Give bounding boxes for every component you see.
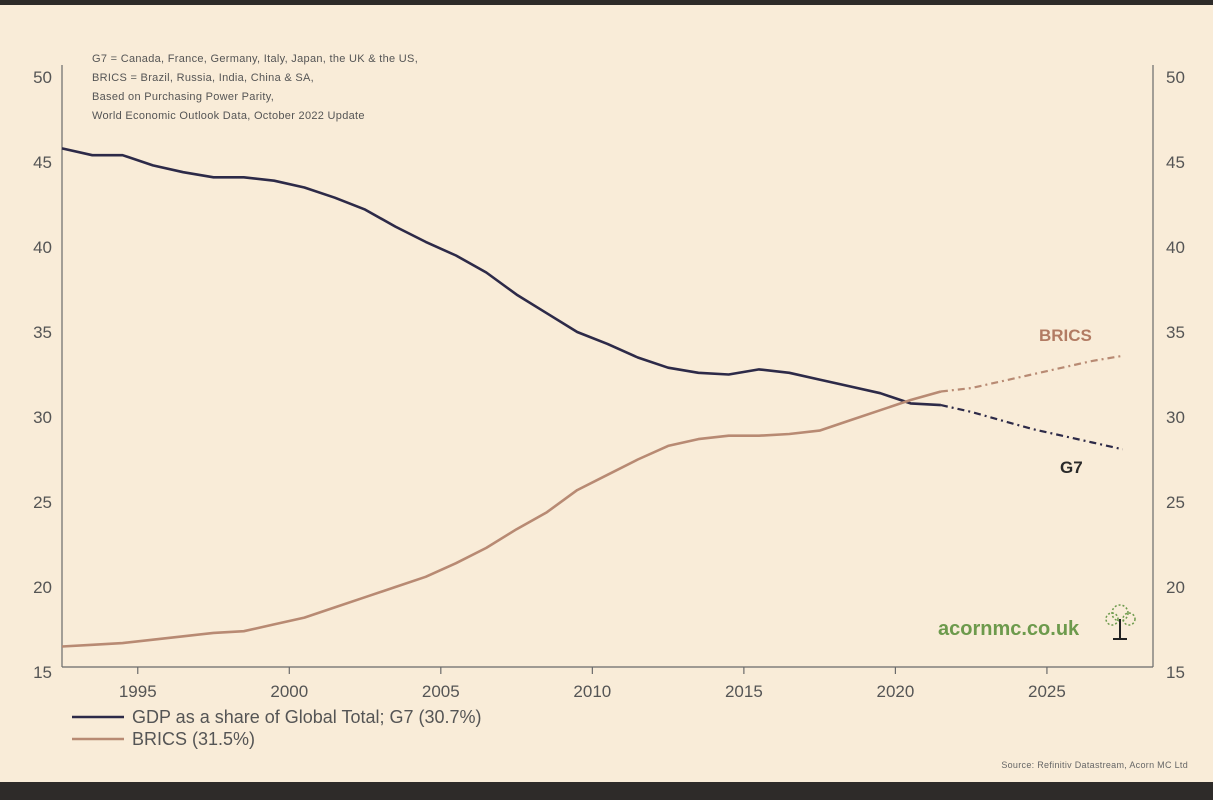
series-forecast-line-brics bbox=[940, 354, 1123, 393]
bottom-bar bbox=[0, 782, 1213, 800]
note-line-4: World Economic Outlook Data, October 202… bbox=[92, 110, 365, 122]
y-tick-right-label: 15 bbox=[1166, 663, 1185, 682]
g7-series-label: G7 bbox=[1060, 458, 1083, 477]
chart-notes: G7 = Canada, France, Germany, Italy, Jap… bbox=[92, 53, 418, 122]
x-tick-label: 1995 bbox=[119, 682, 157, 701]
y-tick-left-label: 20 bbox=[33, 578, 52, 597]
y-tick-left-label: 30 bbox=[33, 408, 52, 427]
y-tick-left-label: 25 bbox=[33, 493, 52, 512]
x-tick-label: 2025 bbox=[1028, 682, 1066, 701]
legend-label-g7: GDP as a share of Global Total; G7 (30.7… bbox=[132, 707, 482, 727]
x-tick-label: 2010 bbox=[573, 682, 611, 701]
series-forecast-line-g7 bbox=[940, 404, 1123, 451]
x-tick-label: 2005 bbox=[422, 682, 460, 701]
x-tick-label: 2015 bbox=[725, 682, 763, 701]
source-note: Source: Refinitiv Datastream, Acorn MC L… bbox=[1001, 760, 1188, 770]
brand-text: acornmc.co.uk bbox=[938, 618, 1080, 640]
x-tick-label: 2000 bbox=[270, 682, 308, 701]
brand-logo: acornmc.co.uk bbox=[938, 604, 1136, 640]
note-line-2: BRICS = Brazil, Russia, India, China & S… bbox=[92, 72, 314, 84]
y-tick-left-label: 40 bbox=[33, 238, 52, 257]
y-tick-left-label: 35 bbox=[33, 323, 52, 342]
chart-frame: 15 15 20 20 25 25 30 30 35 35 40 40 45 45 50 50 1995 2000… bbox=[0, 5, 1213, 782]
y-tick-right-label: 30 bbox=[1166, 408, 1185, 427]
series-line-g7 bbox=[61, 147, 941, 407]
legend: GDP as a share of Global Total; G7 (30.7… bbox=[72, 707, 482, 749]
note-line-3: Based on Purchasing Power Parity, bbox=[92, 91, 274, 103]
y-tick-left-label: 45 bbox=[33, 153, 52, 172]
series-line-brics bbox=[61, 390, 942, 648]
series-lines bbox=[61, 147, 1123, 648]
y-tick-right-label: 40 bbox=[1166, 238, 1185, 257]
note-line-1: G7 = Canada, France, Germany, Italy, Jap… bbox=[92, 53, 418, 65]
y-tick-right-label: 45 bbox=[1166, 153, 1185, 172]
x-tick-label: 2020 bbox=[876, 682, 914, 701]
y-tick-right-label: 35 bbox=[1166, 323, 1185, 342]
axes bbox=[61, 65, 1154, 668]
tree-icon bbox=[1105, 604, 1136, 640]
brics-series-label: BRICS bbox=[1039, 326, 1092, 345]
y-tick-left-label: 50 bbox=[33, 68, 52, 87]
legend-label-brics: BRICS (31.5%) bbox=[132, 729, 255, 749]
y-tick-left-label: 15 bbox=[33, 663, 52, 682]
y-tick-right-label: 25 bbox=[1166, 493, 1185, 512]
y-tick-right-label: 50 bbox=[1166, 68, 1185, 87]
y-tick-right-label: 20 bbox=[1166, 578, 1185, 597]
